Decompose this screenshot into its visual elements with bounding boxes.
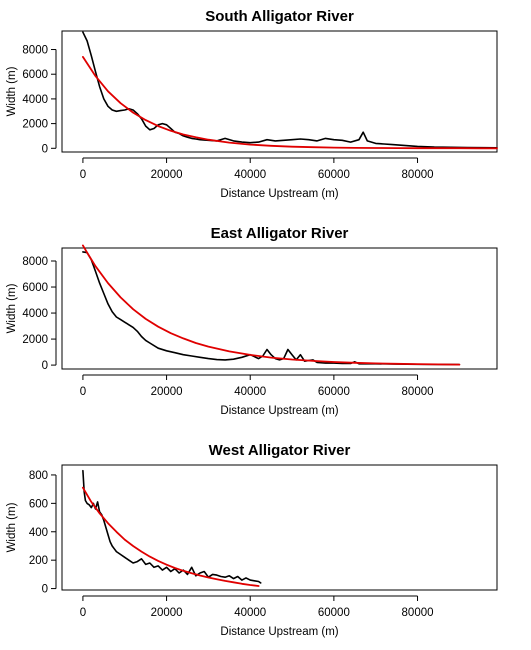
west-x-tick-label: 0 (80, 607, 86, 619)
south-y-tick-label: 0 (42, 143, 48, 155)
east-y-tick-label: 6000 (22, 282, 48, 294)
south-x-tick-label: 40000 (234, 169, 266, 181)
south-fitted-curve-line (82, 56, 498, 150)
east-x-tick-label: 20000 (151, 386, 183, 398)
south-x-tick-label: 0 (80, 169, 86, 181)
east-y-tick-label: 4000 (22, 308, 48, 320)
west-y-tick-label: 200 (29, 555, 48, 567)
east-y-axis-label: Width (m) (6, 283, 18, 333)
west-x-tick-label: 20000 (151, 607, 183, 619)
west-x-tick-label: 40000 (234, 607, 266, 619)
east-measured-width-line (82, 251, 461, 366)
west-y-tick-label: 400 (29, 527, 48, 539)
south-x-tick-label: 80000 (402, 169, 434, 181)
east-x-axis-label: Distance Upstream (m) (220, 405, 338, 417)
east-x-tick-label: 40000 (234, 386, 266, 398)
west-fitted-curve-line (82, 486, 260, 587)
west-x-tick-label: 80000 (402, 607, 434, 619)
east-x-tick-label: 0 (80, 386, 86, 398)
west-measured-width-line (82, 469, 262, 584)
south-y-tick-label: 8000 (22, 45, 48, 57)
east-y-tick-label: 2000 (22, 334, 48, 346)
south-plot-frame (61, 30, 498, 153)
west-x-axis-label: Distance Upstream (m) (220, 626, 338, 638)
east-y-tick-label: 8000 (22, 256, 48, 268)
east-chart-title: East Alligator River (211, 225, 349, 242)
east-y-tick-label: 0 (42, 360, 48, 372)
south-y-tick-label: 4000 (22, 94, 48, 106)
south-y-tick-label: 2000 (22, 119, 48, 131)
south-x-tick-label: 60000 (318, 169, 350, 181)
south-chart-title: South Alligator River (205, 8, 354, 25)
east-plot-frame (61, 247, 498, 370)
south-x-axis-label: Distance Upstream (m) (220, 188, 338, 200)
east-x-tick-label: 80000 (402, 386, 434, 398)
west-y-tick-label: 800 (29, 470, 48, 482)
south-x-tick-label: 20000 (151, 169, 183, 181)
east-fitted-curve-line (82, 244, 461, 366)
west-chart-title: West Alligator River (209, 442, 351, 459)
south-measured-width-line (82, 31, 498, 149)
west-x-tick-label: 60000 (318, 607, 350, 619)
west-y-tick-label: 0 (42, 584, 48, 596)
east-x-tick-label: 60000 (318, 386, 350, 398)
west-y-tick-label: 600 (29, 498, 48, 510)
south-y-tick-label: 6000 (22, 69, 48, 81)
west-plot-frame (61, 464, 498, 591)
west-y-axis-label: Width (m) (6, 502, 18, 552)
south-y-axis-label: Width (m) (6, 66, 18, 116)
